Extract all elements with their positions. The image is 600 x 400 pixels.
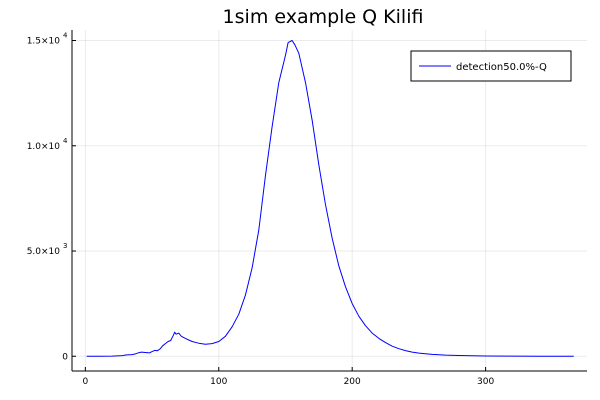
- axes: [71, 30, 587, 372]
- y-tick-exponent-2: 4: [63, 137, 68, 145]
- y-tick-label-0: 0: [62, 352, 68, 362]
- y-tick-label-2: 1.0×10: [27, 142, 61, 152]
- x-tick-label-3: 300: [477, 377, 494, 387]
- series-line-0: [86, 40, 574, 357]
- y-tick-label-3: 1.5×10: [27, 37, 61, 47]
- x-tick-label-0: 0: [82, 377, 88, 387]
- x-tick-label-1: 100: [210, 377, 227, 387]
- legend-box: [410, 50, 572, 82]
- y-tick-exponent-1: 3: [63, 242, 67, 250]
- y-tick-label-1: 5.0×10: [27, 247, 61, 257]
- chart-title: 1sim example Q Kilifi: [223, 6, 424, 28]
- x-tick-label-2: 200: [344, 377, 361, 387]
- legend: detection50.0%-Q: [410, 50, 572, 82]
- grid-lines: [72, 30, 587, 371]
- plot-area: [86, 40, 574, 357]
- y-tick-exponent-3: 4: [63, 32, 68, 40]
- legend-label: detection50.0%-Q: [456, 62, 547, 73]
